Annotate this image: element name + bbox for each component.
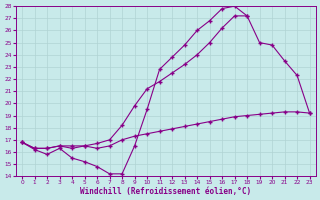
X-axis label: Windchill (Refroidissement éolien,°C): Windchill (Refroidissement éolien,°C) [80, 187, 252, 196]
